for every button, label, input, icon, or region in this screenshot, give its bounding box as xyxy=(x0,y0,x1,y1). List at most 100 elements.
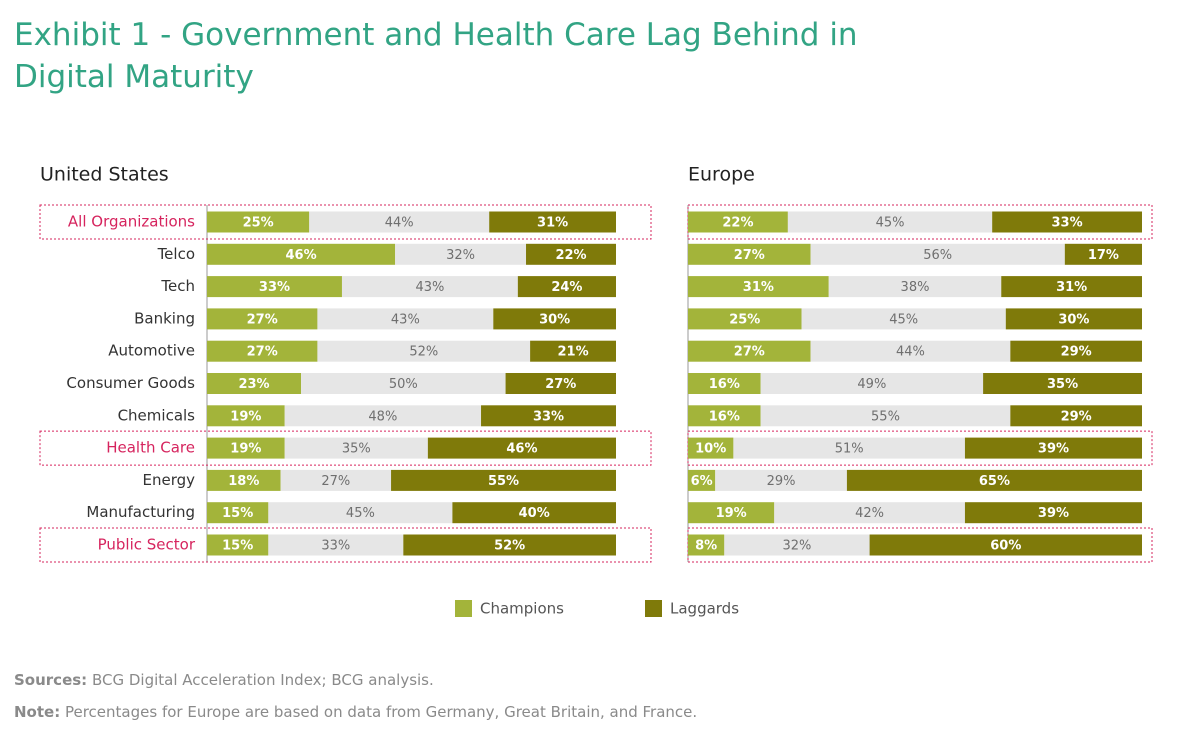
category-label: Automotive xyxy=(108,342,195,360)
bar-segment xyxy=(810,340,1011,362)
bar-segment xyxy=(207,276,342,298)
bar-segment xyxy=(715,469,847,491)
value-label: 55% xyxy=(871,409,900,424)
bar-segment xyxy=(403,534,616,556)
bar-segment xyxy=(1010,405,1142,427)
category-label: Telco xyxy=(157,245,195,263)
value-label: 43% xyxy=(391,312,420,327)
sources-label: Sources: xyxy=(14,671,88,689)
highlight-box xyxy=(39,204,652,240)
value-label: 38% xyxy=(901,280,930,295)
value-label: 50% xyxy=(389,377,418,392)
value-label: 29% xyxy=(1061,409,1092,424)
value-label: 27% xyxy=(734,345,765,360)
value-label: 17% xyxy=(1088,248,1119,263)
value-label: 16% xyxy=(709,377,740,392)
value-label: 39% xyxy=(1038,506,1069,521)
category-label: Public Sector xyxy=(98,536,196,554)
value-label: 45% xyxy=(876,216,905,231)
sources: Sources: BCG Digital Acceleration Index;… xyxy=(14,671,434,689)
bar-segment xyxy=(427,437,616,459)
legend-swatch xyxy=(645,600,662,617)
value-label: 40% xyxy=(519,506,550,521)
note-text: Percentages for Europe are based on data… xyxy=(64,703,698,721)
note: Note: Percentages for Europe are based o… xyxy=(14,703,697,721)
value-label: 46% xyxy=(506,442,537,457)
value-label: 15% xyxy=(222,506,253,521)
bar-segment xyxy=(207,340,318,362)
bar-segment xyxy=(688,502,775,524)
value-label: 49% xyxy=(857,377,886,392)
category-label: Energy xyxy=(142,471,195,489)
value-label: 52% xyxy=(409,345,438,360)
value-label: 31% xyxy=(1056,280,1087,295)
value-label: 21% xyxy=(557,345,588,360)
value-label: 35% xyxy=(342,442,371,457)
bar-segment xyxy=(1064,243,1142,265)
legend-swatch xyxy=(455,600,472,617)
category-label: Chemicals xyxy=(118,406,196,424)
value-label: 22% xyxy=(722,216,753,231)
bar-segment xyxy=(207,534,269,556)
bar-segment xyxy=(481,405,616,427)
bar-segment xyxy=(688,211,788,233)
bar-segment xyxy=(964,502,1142,524)
value-label: 27% xyxy=(545,377,576,392)
bar-segment xyxy=(688,405,761,427)
highlight-box xyxy=(39,430,652,466)
legend-label: Champions xyxy=(480,600,564,618)
bar-segment xyxy=(207,211,310,233)
bar-segment xyxy=(688,276,829,298)
highlight-box xyxy=(687,430,1153,466)
bar-segment xyxy=(207,373,302,394)
value-label: 22% xyxy=(555,248,586,263)
value-label: 23% xyxy=(238,377,269,392)
category-label: Manufacturing xyxy=(86,503,195,521)
value-label: 10% xyxy=(695,442,726,457)
bar-segment xyxy=(505,373,616,394)
bar-segment xyxy=(526,243,616,265)
value-label: 18% xyxy=(228,474,259,489)
value-label: 27% xyxy=(734,248,765,263)
bar-segment xyxy=(688,243,811,265)
bar-segment xyxy=(688,469,716,491)
value-label: 35% xyxy=(1047,377,1078,392)
bar-segment xyxy=(1001,276,1142,298)
note-label: Note: xyxy=(14,703,61,721)
value-label: 33% xyxy=(321,539,350,554)
bar-segment xyxy=(846,469,1142,491)
bar-segment xyxy=(280,469,392,491)
value-label: 6% xyxy=(691,474,713,489)
value-label: 32% xyxy=(783,539,812,554)
bar-segment xyxy=(992,211,1142,233)
value-label: 8% xyxy=(695,539,717,554)
bar-segment xyxy=(774,502,965,524)
value-label: 33% xyxy=(259,280,290,295)
value-label: 65% xyxy=(979,474,1010,489)
bar-segment xyxy=(530,340,616,362)
category-label: Tech xyxy=(160,277,195,295)
value-label: 51% xyxy=(835,442,864,457)
category-label: Consumer Goods xyxy=(66,374,195,392)
bar-segment xyxy=(828,276,1002,298)
chart-title: Exhibit 1 - Government and Health Care L… xyxy=(14,17,858,95)
value-label: 19% xyxy=(716,506,747,521)
value-label: 44% xyxy=(385,216,414,231)
bar-segment xyxy=(733,437,965,459)
value-label: 30% xyxy=(1058,312,1089,327)
panel-title: Europe xyxy=(688,164,755,186)
sources-text: BCG Digital Acceleration Index; BCG anal… xyxy=(91,671,434,689)
category-label: Health Care xyxy=(106,439,195,457)
value-label: 48% xyxy=(368,409,397,424)
highlight-box xyxy=(39,527,652,563)
highlight-box xyxy=(687,204,1153,240)
value-label: 15% xyxy=(222,539,253,554)
bar-segment xyxy=(284,405,482,427)
bar-segment xyxy=(395,243,527,265)
value-label: 46% xyxy=(286,248,317,263)
value-label: 30% xyxy=(539,312,570,327)
value-label: 27% xyxy=(321,474,350,489)
bar-segment xyxy=(688,340,811,362)
bar-segment xyxy=(207,308,318,330)
